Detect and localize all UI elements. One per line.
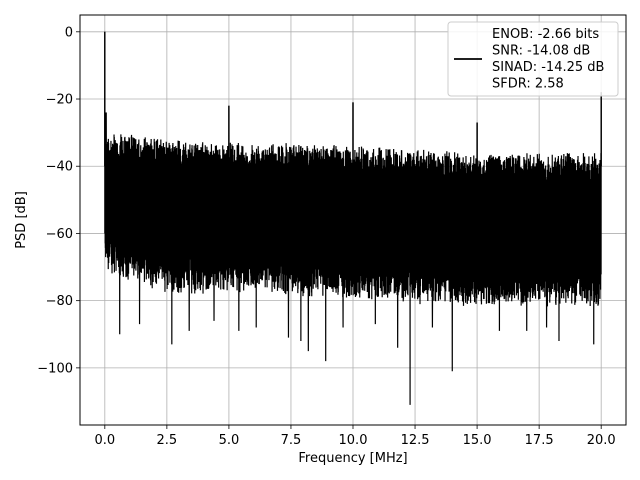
x-tick-label: 0.0 xyxy=(94,433,115,448)
y-tick-label: −60 xyxy=(46,227,73,242)
x-tick-label: 7.5 xyxy=(281,433,302,448)
legend-box xyxy=(447,21,619,97)
y-tick-label: −40 xyxy=(46,160,73,175)
legend-entry-line: SNR: -14.08 dB xyxy=(492,44,590,59)
legend-entry-line: SINAD: -14.25 dB xyxy=(492,60,604,75)
y-tick-label: −80 xyxy=(46,294,73,309)
x-tick-label: 5.0 xyxy=(219,433,240,448)
ticks: 0.0 2.5 5.0 7.5 10.0 12.5 15.0 17.5 20.0 0 −20 −40 −… xyxy=(37,25,615,448)
y-tick-label: −20 xyxy=(46,93,73,108)
y-tick-label: 0 xyxy=(65,25,73,40)
y-axis-label: PSD [dB] xyxy=(14,191,29,249)
x-tick-label: 15.0 xyxy=(463,433,492,448)
x-tick-label: 20.0 xyxy=(587,433,616,448)
x-axis-label: Frequency [MHz] xyxy=(298,451,407,466)
plot-data xyxy=(104,31,602,405)
x-tick-label: 10.0 xyxy=(339,433,368,448)
legend-entry-line: SFDR: 2.58 xyxy=(492,77,564,92)
psd-series-line xyxy=(104,31,602,405)
x-tick-label: 2.5 xyxy=(157,433,178,448)
legend-entry-line: ENOB: -2.66 bits xyxy=(492,27,599,42)
x-tick-label: 12.5 xyxy=(401,433,430,448)
x-tick-label: 17.5 xyxy=(525,433,554,448)
y-tick-label: −100 xyxy=(37,361,73,376)
